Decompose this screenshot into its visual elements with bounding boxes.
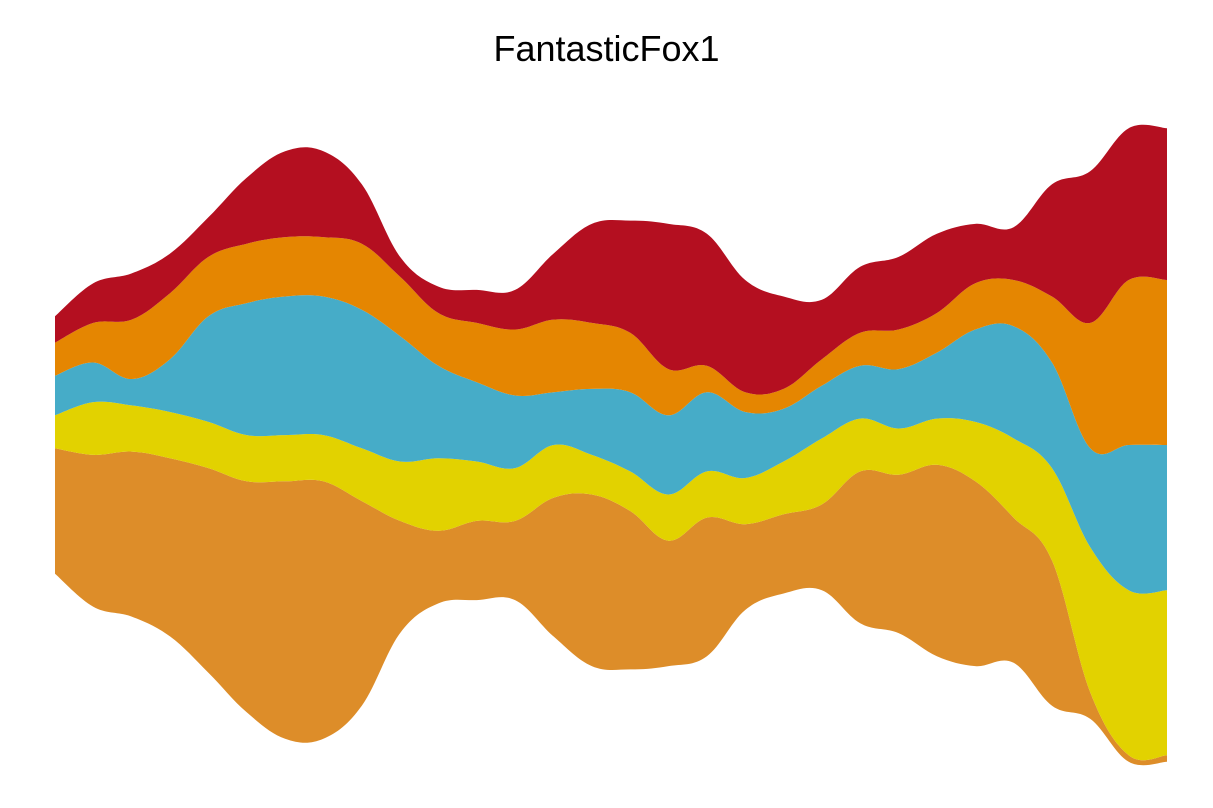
stream-layer-1 (55, 448, 1167, 766)
stream-layer-5 (55, 124, 1167, 395)
chart-title: FantasticFox1 (493, 28, 720, 69)
stream-layer-4 (55, 236, 1167, 455)
stream-layers (55, 124, 1167, 766)
stream-layer-3 (55, 295, 1167, 594)
stream-layer-2 (55, 401, 1167, 761)
